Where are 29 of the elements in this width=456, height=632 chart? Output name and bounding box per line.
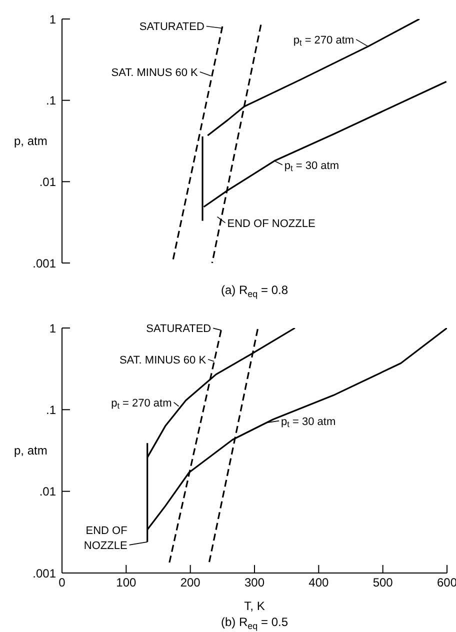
annotation: p$_{t}$ = 30 atm xyxy=(281,416,336,430)
x-tick-label: 300 xyxy=(244,576,265,590)
y-axis-title: p, atm xyxy=(14,444,48,458)
annotation: SATURATED xyxy=(146,323,212,336)
annotation: SATURATED xyxy=(139,21,204,34)
text: (a) R$_{eq}$ = 0.8 xyxy=(220,283,288,299)
y-tick-label: 1 xyxy=(49,321,56,336)
x-tick-label: 200 xyxy=(180,576,201,590)
annotation: p$_{t}$ = 270 atm xyxy=(293,34,354,48)
y-tick-label: 1 xyxy=(49,12,56,26)
x-tick-label: 400 xyxy=(308,576,329,590)
y-tick-label: .1 xyxy=(46,94,56,108)
annotation: p$_{t}$ = 270 atm xyxy=(111,397,172,411)
x-tick-label: 100 xyxy=(116,576,136,590)
annotation: SAT. MINUS 60 K xyxy=(119,354,207,366)
x-axis-title: T, K xyxy=(244,599,265,613)
x-tick-label: 500 xyxy=(372,576,394,590)
y-tick-label: .1 xyxy=(46,402,56,417)
y-tick-label: .01 xyxy=(39,484,56,499)
text: (b) R$_{eq}$ = 0.5 xyxy=(220,615,288,631)
x-tick-label: 0 xyxy=(58,576,66,590)
y-axis-title: p, atm xyxy=(14,134,48,148)
annotation: p$_{t}$ = 30 atm xyxy=(284,160,339,174)
y-tick-label: .001 xyxy=(32,256,56,270)
annotation: END OF NOZZLE xyxy=(84,524,128,552)
y-tick-label: .001 xyxy=(32,566,56,580)
annotation: SAT. MINUS 60 K xyxy=(111,66,199,79)
y-tick-label: .01 xyxy=(39,174,56,189)
annotation: END OF NOZZLE xyxy=(227,218,316,230)
